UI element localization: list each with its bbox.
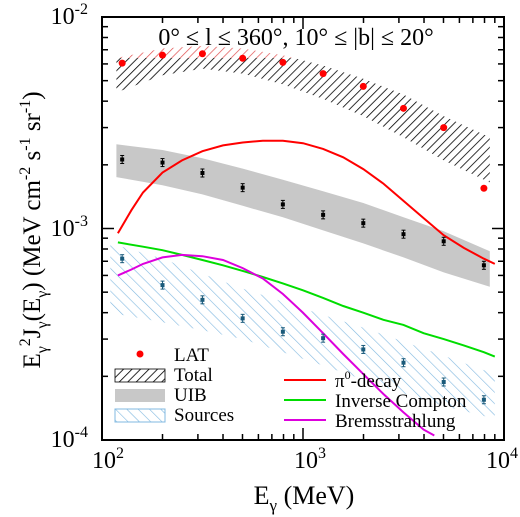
sources-point	[361, 347, 366, 352]
sources-point	[120, 256, 125, 261]
legend: LAT Total UIB Sources π0-decay Inverse C…	[114, 345, 467, 432]
lat-point	[399, 104, 407, 112]
lat-point	[198, 50, 206, 58]
data-points	[118, 50, 488, 405]
lat-point	[279, 58, 287, 66]
lat-point	[359, 82, 367, 90]
legend-ic-label: Inverse Compton	[335, 391, 467, 412]
lat-point	[118, 59, 126, 67]
chart-title: 0° ≤ l ≤ 360°, 10° ≤ |b| ≤ 20°	[158, 25, 433, 51]
sources-point	[481, 397, 486, 402]
sources-point	[401, 360, 406, 365]
y-tick-labels: 10-4 10-3 10-2	[51, 1, 88, 453]
plot-area	[110, 45, 496, 437]
uib-point	[200, 170, 205, 175]
legend-lat-marker	[136, 350, 144, 358]
uib-point	[361, 221, 366, 226]
uib-point	[280, 202, 285, 207]
legend-lat-label: LAT	[174, 345, 209, 366]
sources-point	[200, 297, 205, 302]
legend-sources-swatch	[114, 408, 166, 423]
x-tick-label-1e4: 104	[486, 445, 518, 474]
x-tick-labels: 102 103 104	[92, 445, 518, 474]
uncertainty-bands	[110, 45, 495, 419]
y-tick-label-1e-2: 10-2	[51, 1, 88, 30]
model-curves	[117, 139, 496, 437]
y-tick-label-1e-3: 10-3	[51, 213, 88, 242]
sources-point	[280, 329, 285, 334]
uib-point	[120, 157, 125, 162]
total-band-lower	[116, 58, 490, 183]
legend-total-swatch	[114, 368, 166, 383]
legend-pi0-label: π0-decay	[335, 368, 402, 392]
lat-point	[480, 184, 488, 192]
legend-uib-swatch	[115, 389, 165, 402]
lat-point	[159, 51, 167, 59]
lat-point	[319, 70, 327, 78]
sources-point	[160, 283, 165, 288]
legend-brems-label: Bremsstrahlung	[335, 411, 456, 432]
x-tick-label-1e2: 102	[92, 445, 124, 474]
brems-curve	[117, 253, 435, 437]
uib-band	[116, 144, 490, 287]
y-axis-label: Eγ2Jγ(Eγ) (MeV cm-2 s-1 sr-1)	[17, 91, 51, 368]
lat-point	[440, 124, 448, 132]
legend-uib-label: UIB	[174, 385, 207, 406]
uib-point	[401, 232, 406, 237]
axis-ticks	[101, 17, 504, 441]
uib-point	[441, 239, 446, 244]
sources-point	[240, 316, 245, 321]
x-axis-label: Eγ (MeV)	[254, 481, 355, 515]
uib-point	[160, 160, 165, 165]
uib-point	[321, 212, 326, 217]
legend-sources-label: Sources	[174, 405, 234, 426]
uib-point	[481, 263, 486, 268]
legend-total-label: Total	[174, 365, 213, 386]
pi0-curve	[117, 139, 496, 265]
x-tick-label-1e3: 103	[294, 445, 326, 474]
uib-point	[240, 185, 245, 190]
sources-band	[110, 243, 495, 419]
y-tick-label-1e-4: 10-4	[51, 424, 88, 453]
sources-point	[441, 380, 446, 385]
lat-point	[239, 54, 247, 62]
sources-point	[321, 336, 326, 341]
